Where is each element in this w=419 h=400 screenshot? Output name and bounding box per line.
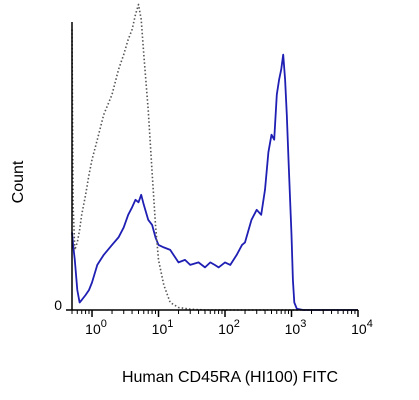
- x-axis-title: Human CD45RA (HI100) FITC: [122, 369, 338, 386]
- axes: 100 101 102 103 104 0: [54, 22, 373, 337]
- plot-area: [71, 3, 358, 311]
- x-tick-label: 101: [152, 318, 174, 337]
- series-line-sample: [71, 53, 358, 311]
- x-tick-label: 104: [351, 318, 373, 337]
- y-tick-label: 0: [54, 297, 62, 313]
- y-axis-title: Count: [10, 160, 27, 203]
- x-tick-label: 103: [285, 318, 307, 337]
- x-tick-label: 100: [85, 318, 107, 337]
- series-line-control: [71, 3, 358, 311]
- x-tick-label: 102: [218, 318, 240, 337]
